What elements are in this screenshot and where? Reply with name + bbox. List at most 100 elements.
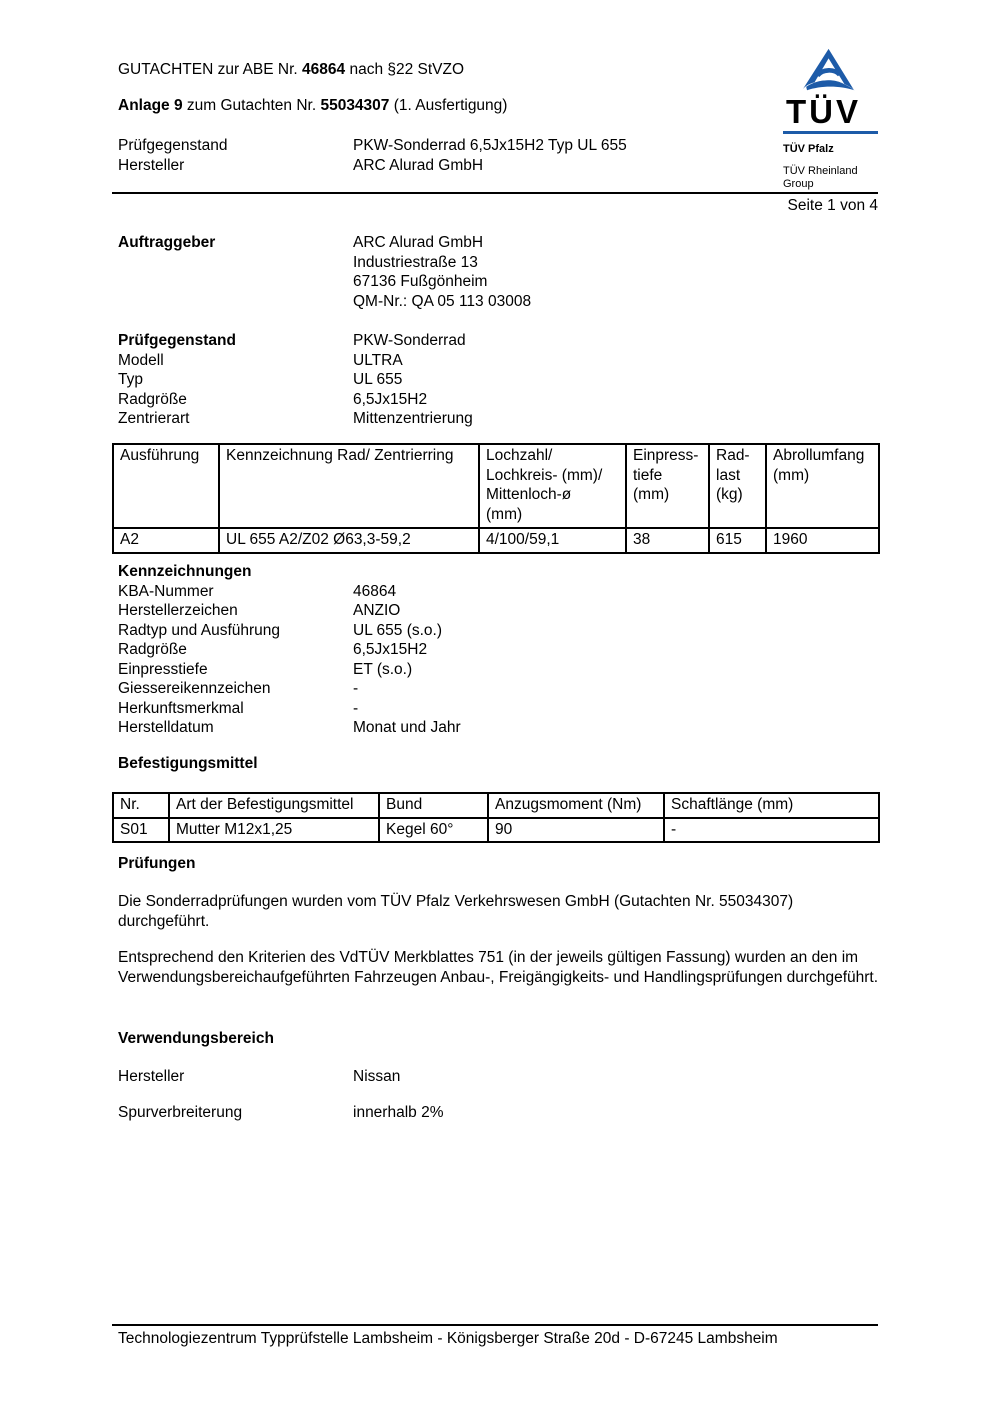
- pruefgegenstand-section-value: PKW-Sonderrad: [353, 332, 466, 349]
- pruefungen-paragraph-1: Die Sonderradprüfungen wurden vom TÜV Pf…: [118, 893, 794, 930]
- footer: Technologiezentrum Typprüfstelle Lambshe…: [112, 1324, 878, 1349]
- anlage-mid: zum Gutachten Nr.: [182, 97, 321, 114]
- kba-nummer-value: 46864: [353, 582, 397, 600]
- kennzeichnungen-section: Kennzeichnungen KBA-Nummer 46864 Herstel…: [118, 562, 778, 738]
- modell-label: Modell: [118, 351, 164, 369]
- col-anzugsmoment: Anzugsmoment (Nm): [487, 792, 665, 819]
- auftraggeber-label: Auftraggeber: [118, 234, 216, 251]
- hersteller-value: ARC Alurad GmbH: [353, 156, 484, 174]
- header-meta-row-hersteller: Hersteller ARC Alurad GmbH: [118, 156, 778, 176]
- table-row: A2 UL 655 A2/Z02 Ø63,3-59,2 4/100/59,1 3…: [112, 527, 880, 554]
- cell-radlast: 615: [708, 527, 767, 554]
- tuv-logo: TÜV TÜV Pfalz TÜV Rheinland Group: [783, 46, 880, 191]
- cell-art: Mutter M12x1,25: [168, 816, 380, 843]
- cell-schaftlaenge: -: [663, 816, 880, 843]
- kz-radgroesse-label: Radgröße: [118, 641, 187, 658]
- kba-nummer-label: KBA-Nummer: [118, 582, 214, 600]
- vb-hersteller-value: Nissan: [353, 1068, 401, 1085]
- modell-row: Modell ULTRA: [118, 351, 778, 371]
- typ-value: UL 655: [353, 371, 403, 388]
- anlage-suffix: (1. Ausfertigung): [389, 97, 508, 114]
- col-abrollumfang: Abrollumfang (mm): [765, 443, 880, 529]
- typ-label: Typ: [118, 371, 143, 388]
- radtyp-row: Radtyp und Ausführung UL 655 (s.o.): [118, 621, 778, 641]
- herkunft-label: Herkunftsmerkmal: [118, 699, 244, 717]
- radgroesse-row: Radgröße 6,5Jx15H2: [118, 390, 778, 410]
- einpresstiefe-value: ET (s.o.): [353, 660, 413, 678]
- vb-spurverbreiterung-label: Spurverbreiterung: [118, 1104, 243, 1121]
- zentrierart-row: Zentrierart Mittenzentrierung: [118, 409, 778, 429]
- col-schaftlaenge: Schaftlänge (mm): [663, 792, 880, 819]
- header-meta: Prüfgegenstand PKW-Sonderrad 6,5Jx15H2 T…: [118, 136, 778, 175]
- col-kennzeichnung: Kennzeichnung Rad/ Zentrierring: [218, 443, 480, 529]
- auftraggeber-line: QM-Nr.: QA 05 113 03008: [353, 292, 532, 310]
- tuv-logo-triangle-icon: [802, 48, 855, 91]
- einpresstiefe-row: Einpresstiefe ET (s.o.): [118, 660, 778, 680]
- tuv-logo-wordmark: TÜV: [786, 93, 861, 130]
- cell-anzugsmoment: 90: [487, 816, 665, 843]
- ausfuehrung-table: Ausführung Kennzeichnung Rad/ Zentrierri…: [112, 443, 880, 554]
- col-radlast: Rad- last (kg): [708, 443, 767, 529]
- radgroesse-label: Radgröße: [118, 390, 187, 408]
- pruefgegenstand-section-label: Prüfgegenstand: [118, 332, 236, 349]
- footer-address: Technologiezentrum Typprüfstelle Lambshe…: [118, 1330, 778, 1347]
- herstelldatum-label: Herstelldatum: [118, 719, 214, 736]
- giesserei-label: Giessereikennzeichen: [118, 680, 271, 697]
- pruefungen-paragraph-2: Entsprechend den Kriterien des VdTÜV Mer…: [118, 949, 879, 986]
- befestigungsmittel-header-row: Nr. Art der Befestigungsmittel Bund Anzu…: [112, 792, 880, 819]
- radtyp-value: UL 655 (s.o.): [353, 621, 443, 639]
- kz-radgroesse-row: Radgröße 6,5Jx15H2: [118, 640, 778, 660]
- einpresstiefe-label: Einpresstiefe: [118, 660, 208, 678]
- kennzeichnungen-heading: Kennzeichnungen: [118, 563, 252, 580]
- pruefungen-heading: Prüfungen: [118, 855, 196, 872]
- pruefgegenstand-label: Prüfgegenstand: [118, 137, 228, 154]
- ausfuehrung-table-header-row: Ausführung Kennzeichnung Rad/ Zentrierri…: [112, 443, 880, 529]
- tuv-pfalz-label: TÜV Pfalz: [783, 143, 834, 155]
- page-indicator: Seite 1 von 4: [787, 197, 878, 214]
- kba-nummer-row: KBA-Nummer 46864: [118, 582, 778, 602]
- cell-kennzeichnung: UL 655 A2/Z02 Ø63,3-59,2: [218, 527, 480, 554]
- anlage-line: Anlage 9 zum Gutachten Nr. 55034307 (1. …: [118, 96, 507, 116]
- hersteller-label: Hersteller: [118, 156, 185, 174]
- radtyp-label: Radtyp und Ausführung: [118, 621, 281, 639]
- radgroesse-value: 6,5Jx15H2: [353, 390, 428, 408]
- verwendungsbereich-heading: Verwendungsbereich: [118, 1030, 274, 1047]
- cell-ausfuehrung: A2: [112, 527, 220, 554]
- giesserei-row: Giessereikennzeichen -: [118, 679, 778, 699]
- vb-spurverbreiterung-row: Spurverbreiterung innerhalb 2%: [118, 1103, 778, 1123]
- anlage-label: Anlage 9: [118, 97, 183, 114]
- header-meta-row-pruefgegenstand: Prüfgegenstand PKW-Sonderrad 6,5Jx15H2 T…: [118, 136, 778, 156]
- pruefgegenstand-value: PKW-Sonderrad 6,5Jx15H2 Typ UL 655: [353, 137, 627, 154]
- cell-abrollumfang: 1960: [765, 527, 880, 554]
- befestigungsmittel-table: Nr. Art der Befestigungsmittel Bund Anzu…: [112, 792, 880, 843]
- vb-hersteller-label: Hersteller: [118, 1068, 185, 1085]
- cell-nr: S01: [112, 816, 170, 843]
- auftraggeber-section: Auftraggeber ARC Alurad GmbH Industriest…: [118, 233, 778, 311]
- col-nr: Nr.: [112, 792, 170, 819]
- typ-row: Typ UL 655: [118, 370, 778, 390]
- auftraggeber-line: ARC Alurad GmbH: [353, 234, 484, 251]
- herstellerzeichen-value: ANZIO: [353, 602, 401, 619]
- cell-einpresstiefe: 38: [625, 527, 710, 554]
- pruefgegenstand-section: Prüfgegenstand PKW-Sonderrad Modell ULTR…: [118, 331, 778, 429]
- title-prefix: GUTACHTEN zur ABE Nr.: [118, 61, 303, 78]
- col-art: Art der Befestigungsmittel: [168, 792, 380, 819]
- auftraggeber-line: Industriestraße 13: [353, 253, 478, 271]
- title-abe-number: 46864: [302, 61, 346, 78]
- befestigungsmittel-heading: Befestigungsmittel: [118, 755, 258, 772]
- vb-hersteller-row: Hersteller Nissan: [118, 1067, 778, 1087]
- auftraggeber-line: 67136 Fußgönheim: [353, 273, 488, 290]
- pruefgegenstand-row: Prüfgegenstand PKW-Sonderrad: [118, 331, 778, 351]
- col-einpresstiefe: Einpress- tiefe (mm): [625, 443, 710, 529]
- zentrierart-label: Zentrierart: [118, 410, 190, 427]
- kz-radgroesse-value: 6,5Jx15H2: [353, 641, 428, 658]
- herkunft-row: Herkunftsmerkmal -: [118, 699, 778, 719]
- col-bund: Bund: [378, 792, 489, 819]
- footer-divider: [112, 1324, 878, 1326]
- table-row: S01 Mutter M12x1,25 Kegel 60° 90 -: [112, 816, 880, 843]
- col-lochzahl: Lochzahl/ Lochkreis- (mm)/ Mittenloch-ø …: [478, 443, 627, 529]
- auftraggeber-address: ARC Alurad GmbH Industriestraße 13 67136…: [353, 233, 778, 311]
- herstelldatum-value: Monat und Jahr: [353, 719, 461, 736]
- modell-value: ULTRA: [353, 351, 403, 369]
